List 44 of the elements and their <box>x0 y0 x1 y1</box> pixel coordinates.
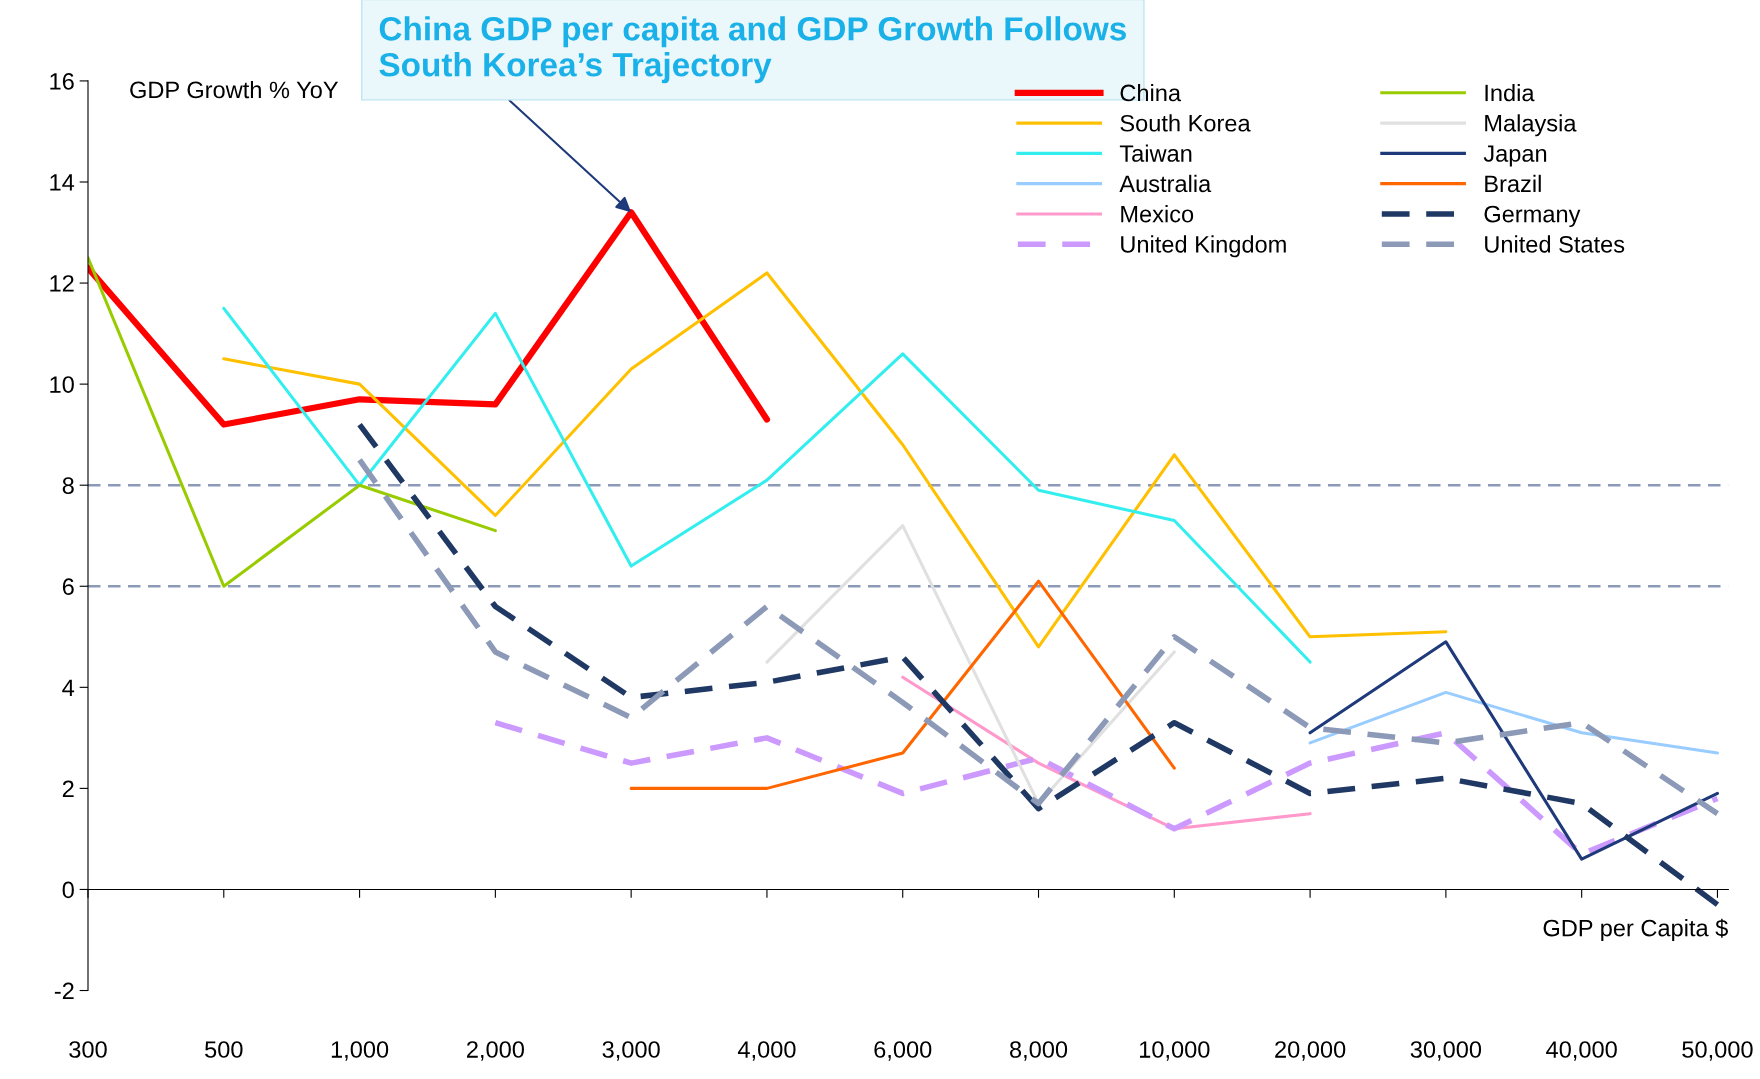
legend-label: India <box>1485 83 1535 102</box>
legend-label: Mexico <box>1121 205 1194 223</box>
y-tick-label: -2 <box>54 982 74 1000</box>
legend-label: Japan <box>1483 145 1547 167</box>
x-tick-label: 20,000 <box>1275 1041 1346 1061</box>
x-tick-label: 500 <box>205 1041 243 1058</box>
y-tick-label: 2 <box>62 780 74 797</box>
legend-label: United Kingdom <box>1121 235 1286 258</box>
legend-label: South Korea <box>1120 114 1251 132</box>
line-series <box>1308 640 1719 861</box>
y-tick-label: 6 <box>62 578 74 596</box>
y-tick-label: 8 <box>62 477 74 494</box>
x-tick-label: 3,000 <box>602 1041 660 1061</box>
legend-label: China <box>1120 83 1182 102</box>
x-tick-label: 40,000 <box>1546 1041 1617 1061</box>
legend-label: Brazil <box>1485 174 1541 193</box>
line-series <box>222 271 1448 649</box>
y-tick-label: 0 <box>62 881 74 899</box>
annotation: China GDP per capita and GDP Growth Follows South Korea’s Trajectory <box>379 16 1126 84</box>
x-tick-label: 6,000 <box>874 1041 932 1061</box>
legend-label: Australia <box>1119 174 1212 193</box>
x-tick-label: 300 <box>69 1041 107 1058</box>
legend-label: Germany <box>1484 205 1581 228</box>
line-series <box>629 579 1176 790</box>
x-tick-label: 1,000 <box>331 1041 389 1061</box>
legend-label: United States <box>1485 235 1625 253</box>
y-tick-label: 14 <box>50 174 75 191</box>
legend-label: Taiwan <box>1119 144 1192 162</box>
x-tick-label: 30,000 <box>1410 1041 1482 1061</box>
x-tick-label: 50,000 <box>1682 1041 1753 1061</box>
x-tick-label: 2,000 <box>467 1041 524 1061</box>
x-tick-label: 10,000 <box>1140 1041 1210 1061</box>
line-series <box>1308 690 1719 755</box>
line-series <box>88 256 497 588</box>
line-series <box>222 306 1312 664</box>
y-axis-title: GDP Growth % YoY <box>130 80 339 99</box>
y-tick-label: 16 <box>50 72 74 90</box>
y-tick-label: 4 <box>62 679 75 696</box>
x-axis-title: GDP per Capita $ <box>1543 918 1728 942</box>
x-tick-label: 8,000 <box>1010 1041 1068 1061</box>
y-tick-label: 12 <box>50 275 74 292</box>
x-tick-label: 4,000 <box>737 1041 796 1061</box>
y-tick-label: 10 <box>50 376 74 393</box>
legend-label: Malaysia <box>1485 114 1577 137</box>
